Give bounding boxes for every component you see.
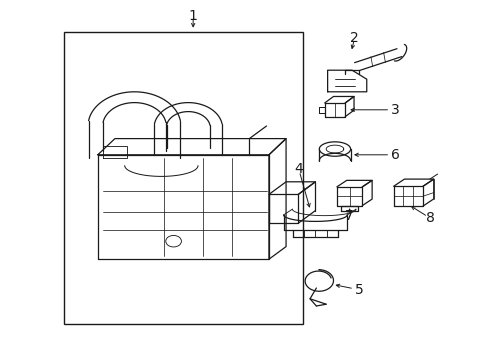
Text: 2: 2 <box>349 31 358 45</box>
Text: 7: 7 <box>345 209 353 223</box>
Text: 4: 4 <box>293 162 302 176</box>
Text: 6: 6 <box>390 148 399 162</box>
Text: 1: 1 <box>188 9 197 23</box>
Bar <box>63 32 303 324</box>
Text: 5: 5 <box>354 283 363 297</box>
Text: 3: 3 <box>390 103 399 117</box>
Text: 8: 8 <box>425 211 434 225</box>
